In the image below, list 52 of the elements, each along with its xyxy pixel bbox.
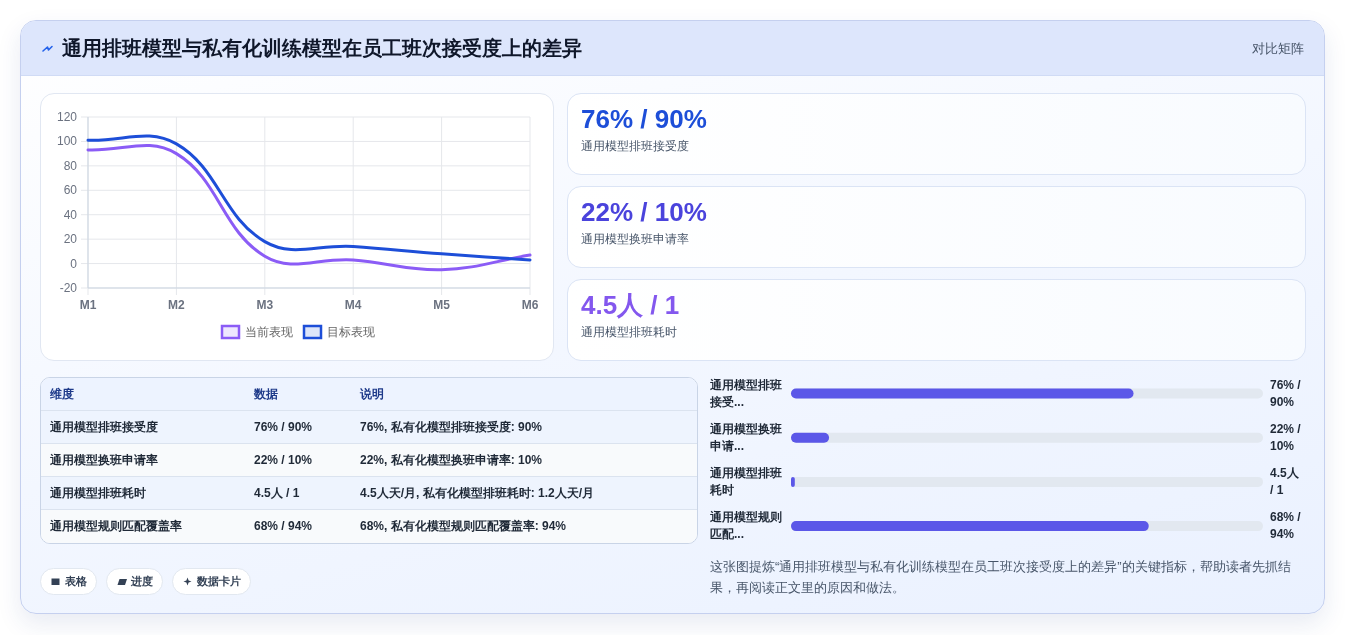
x-tick-label: M6 [521,298,539,312]
text: 通用排班模型与私有化训练模型在员工班次接受度上的差异 [62,36,582,61]
text: 4.5人天/月, 私有化模型排班耗时: 1.2人天/月 [360,485,595,502]
bar [791,476,795,487]
x-tick-label: M2 [168,298,186,312]
text: 通用模型排班耗时 [581,324,677,340]
text: 通用模型换班申请率 [581,231,689,247]
text: 对比矩阵 [1252,40,1304,58]
y-tick-label: 20 [63,232,78,247]
text: 通用模型规则匹配覆盖率 [50,518,182,535]
text: 通用模型换班申请率 [50,452,158,469]
x-tick-label: M4 [344,298,362,312]
text: 76% / 90% [581,103,707,135]
data-label: 4.5人 / 1 [1270,464,1300,499]
text: 22% / 10% [581,196,707,228]
text: 这张图提炼“通用排班模型与私有化训练模型在员工班次接受度上的差异”的关键指标，帮助读者先抓结果，再阅读正文里的原因和做法。 [710,558,1292,597]
text: 76% / 90% [254,419,313,436]
text: 4.5人 / 1 [254,485,300,502]
y-tick-label: 通用模型规则匹配... [710,509,783,544]
legend-label: 目标表现 [327,325,375,339]
text: 数据卡片 [172,568,251,595]
y-tick-label: 80 [63,158,78,173]
text: 通用模型排班接受度 [50,419,158,436]
y-tick-label: 通用模型换班申请... [710,420,783,455]
x-tick-label: M1 [79,298,97,312]
y-tick-label: 通用模型排班接受... [710,376,783,411]
text: 进度 [106,568,163,595]
y-tick-label: 100 [56,134,78,149]
bar [791,432,830,443]
text: 通用模型排班接受度 [581,138,689,154]
text: 表格 [40,568,97,595]
text: 22% / 10% [254,452,313,469]
y-tick-label: 0 [70,256,78,271]
data-label: 76% / 90% [1270,376,1302,411]
y-tick-label: 60 [63,183,78,198]
y-tick-label: -20 [59,281,78,295]
x-tick-label: M3 [256,298,274,312]
data-label: 22% / 10% [1270,420,1302,455]
text: 说明 [360,386,384,403]
text: 68%, 私有化模型规则匹配覆盖率: 94% [360,518,567,535]
text: 22%, 私有化模型换班申请率: 10% [360,452,543,469]
y-tick-label: 120 [56,110,78,124]
text: 76%, 私有化模型排班接受度: 90% [360,419,543,436]
text: 维度 [50,386,74,403]
text: 数据 [254,386,278,403]
y-tick-label: 通用模型排班耗时 [710,464,783,499]
y-tick-label: 40 [63,207,78,222]
text: 4.5人 / 1 [581,289,680,321]
legend-label: 当前表现 [245,325,293,339]
text: 68% / 94% [254,518,313,535]
data-label: 68% / 94% [1270,509,1302,544]
x-tick-label: M5 [433,298,451,312]
